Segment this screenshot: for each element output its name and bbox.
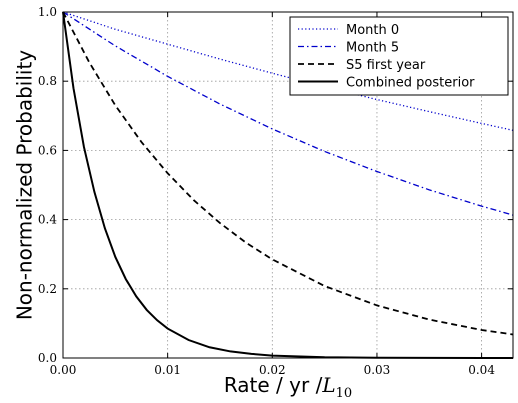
x-tick-label: 0.01 [154,363,181,377]
plot-frame [62,11,514,359]
grid [63,12,513,358]
x-axis-label-var: L [321,373,335,397]
legend-label: Month 5 [346,41,399,56]
x-tick-label: 0.00 [50,363,77,377]
y-tick-label: 0.0 [38,351,57,365]
y-tick-label: 0.8 [38,74,57,88]
x-axis-label-sub: 10 [336,386,353,401]
legend-label: S5 first year [346,58,426,73]
x-tick-label: 0.03 [364,363,391,377]
y-tick-label: 1.0 [38,5,57,19]
x-axis-label-main: Rate / yr / [224,373,323,397]
y-tick-label: 0.4 [38,213,57,227]
x-axis-label: Rate / yr /L10 [224,373,352,401]
legend-label: Month 0 [346,23,399,38]
y-tick-label: 0.2 [38,282,57,296]
x-tick-label: 0.02 [259,363,286,377]
tick-labels: 0.00 0.01 0.02 0.03 0.04 0.0 0.2 0.4 0.6 0.8 1.0 [38,5,495,377]
legend-label: Combined posterior [346,76,475,91]
series-line-3 [62,11,514,336]
y-tick-label: 0.6 [38,143,57,157]
x-tick-label: 0.04 [468,363,495,377]
series-line-2 [62,11,514,216]
ticks [62,11,513,359]
legend: Month 0 Month 5 S5 first year Combined post… [289,16,509,96]
y-axis-label: Non-normalized Probability [13,50,37,320]
